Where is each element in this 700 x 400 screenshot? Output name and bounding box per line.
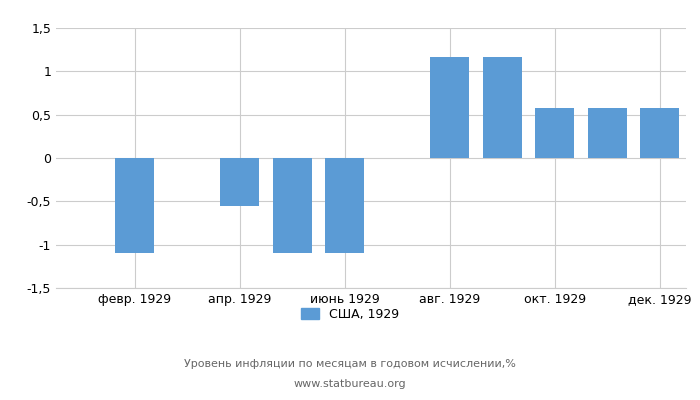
- Bar: [640, 108, 680, 158]
- Bar: [272, 158, 312, 253]
- Text: www.statbureau.org: www.statbureau.org: [294, 379, 406, 389]
- Bar: [220, 158, 260, 206]
- Bar: [325, 158, 365, 253]
- Text: Уровень инфляции по месяцам в годовом исчислении,%: Уровень инфляции по месяцам в годовом ис…: [184, 359, 516, 369]
- Bar: [430, 57, 470, 158]
- Bar: [587, 108, 627, 158]
- Legend: США, 1929: США, 1929: [295, 303, 405, 326]
- Bar: [535, 108, 575, 158]
- Bar: [482, 57, 522, 158]
- Bar: [115, 158, 155, 253]
